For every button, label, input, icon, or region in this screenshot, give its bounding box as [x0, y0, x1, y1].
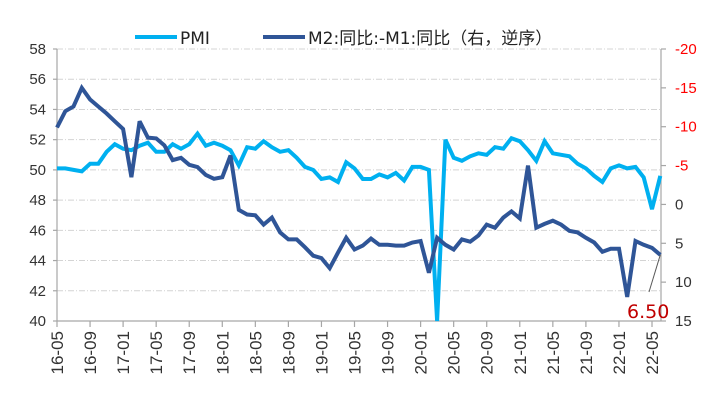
x-tick-label: 21-09: [577, 331, 596, 374]
x-tick-label: 17-01: [114, 331, 133, 374]
left-tick-label: 44: [29, 253, 46, 270]
x-tick-label: 18-05: [246, 331, 265, 374]
left-ticks: 58 56 54 52 50 48 46 44 42 40: [29, 41, 57, 330]
axes-layer: [56, 49, 662, 322]
x-ticks: 16-05 16-09 17-01 17-05 17-09 18-01 18-05 18-09…: [48, 321, 662, 374]
right-tick-label: -5: [675, 158, 688, 175]
x-tick-label: 20-09: [478, 331, 497, 374]
x-tick-label: 18-01: [213, 331, 232, 374]
legend-label-m2-m1: M2:同比:-M1:同比（右，逆序）: [308, 29, 552, 49]
left-tick-label: 46: [29, 222, 46, 239]
legend-label-pmi: PMI: [180, 29, 210, 49]
right-ticks: -20 -15 -10 -5 0 5 10 15: [661, 41, 697, 330]
x-tick-label: 20-01: [412, 331, 431, 374]
series-line-pmi: [57, 130, 663, 322]
annotation: 6.50: [627, 254, 669, 323]
right-tick-label: -20: [675, 41, 697, 58]
series-layer: [55, 83, 663, 322]
x-tick-label: 16-05: [48, 331, 67, 374]
annotation-label: 6.50: [627, 301, 669, 323]
x-tick-label: 22-05: [643, 331, 662, 374]
right-tick-label: -10: [675, 119, 697, 136]
left-tick-label: 56: [29, 71, 46, 88]
left-tick-label: 42: [29, 283, 46, 300]
grid-layer: [57, 48, 661, 292]
series-line-m2-m1: [55, 83, 662, 298]
x-tick-label: 17-09: [180, 331, 199, 374]
left-tick-label: 58: [29, 41, 46, 58]
legend: PMI M2:同比:-M1:同比（右，逆序）: [135, 29, 552, 49]
x-tick-label: 16-09: [81, 331, 100, 374]
x-tick-label: 21-05: [544, 331, 563, 374]
right-tick-label: -15: [675, 80, 697, 97]
right-tick-label: 10: [675, 274, 692, 291]
right-tick-label: 15: [675, 313, 692, 330]
x-tick-label: 17-05: [147, 331, 166, 374]
x-tick-label: 22-01: [610, 331, 629, 374]
left-tick-label: 54: [29, 101, 46, 118]
x-tick-label: 18-09: [279, 331, 298, 374]
left-tick-label: 48: [29, 192, 46, 209]
x-tick-label: 21-01: [511, 331, 530, 374]
x-tick-label: 19-09: [379, 331, 398, 374]
legend-item-pmi[interactable]: PMI: [135, 29, 210, 49]
left-tick-label: 52: [29, 132, 46, 149]
x-tick-label: 20-05: [445, 331, 464, 374]
right-tick-label: 5: [675, 235, 683, 252]
x-tick-label: 19-01: [312, 331, 331, 374]
x-tick-label: 19-05: [346, 331, 365, 374]
left-tick-label: 50: [29, 162, 46, 179]
legend-item-m2-m1[interactable]: M2:同比:-M1:同比（右，逆序）: [263, 29, 552, 49]
right-tick-label: 0: [675, 196, 683, 213]
left-tick-label: 40: [29, 313, 46, 330]
annotation-leader-line: [648, 254, 661, 293]
